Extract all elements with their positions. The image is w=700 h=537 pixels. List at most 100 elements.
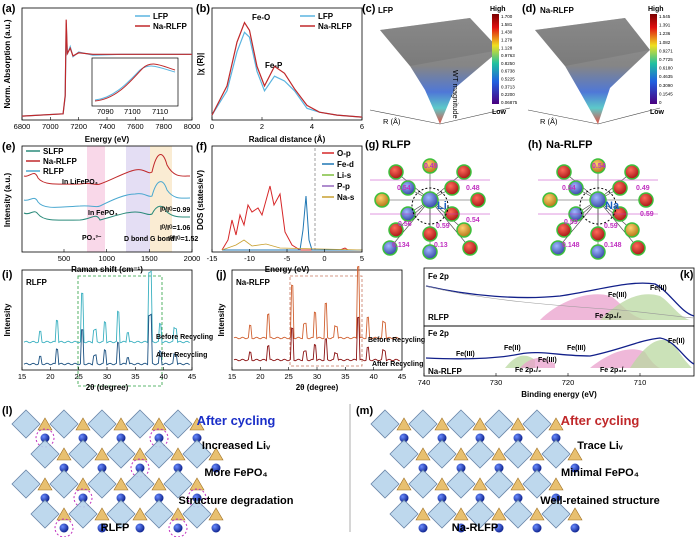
k-bot-fe2p12: Fe 2p₁/₂	[515, 367, 541, 374]
legend-e: SLFP Na-RLFP RLFP	[26, 147, 77, 176]
k-tick-label: 710	[634, 378, 647, 387]
m-tetrahedron	[472, 477, 488, 491]
l-octahedron	[30, 439, 60, 469]
y-axis-label-b: |χ (R)|	[196, 53, 205, 75]
d-colorbar-tick: 0.3090	[659, 83, 673, 88]
colorbar-c	[492, 14, 499, 104]
m-tetrahedron	[472, 417, 488, 431]
h-atom	[556, 222, 572, 238]
m-tetrahedron	[396, 477, 412, 491]
panel-label-e: (e)	[2, 141, 16, 153]
m-octahedron	[503, 439, 533, 469]
k-tick-label: 730	[490, 378, 503, 387]
highlight-box-j	[289, 275, 363, 367]
y-axis-label-i: Intensity	[3, 303, 12, 336]
l-octahedron	[49, 409, 79, 439]
highlight-d-band	[126, 146, 150, 252]
xrd-title-j: Na-RLFP	[236, 278, 270, 287]
plot-frame-e	[21, 145, 193, 253]
a-tick-label: 7400	[99, 122, 116, 131]
plot-frame-k-bottom	[423, 325, 695, 377]
g-atom	[374, 192, 390, 208]
panel-l: (l) After cycling Increased Liᵥ More FeP…	[2, 405, 294, 537]
d-colorbar-tick: 0.6180	[659, 66, 673, 71]
legend-na-s: Na-s	[337, 193, 355, 202]
m-tetrahedron	[434, 417, 450, 431]
legend-e-na-rlfp: Na-RLFP	[43, 157, 77, 166]
c-colorbar-tick: 0.2200	[501, 92, 515, 97]
c-colorbar-tick: 0.5225	[501, 77, 515, 82]
d-colorbar-tick: 0	[659, 100, 662, 105]
l-li-ball	[78, 433, 88, 443]
j-tick-label: 30	[313, 372, 321, 381]
panel-j: (j) Na-RLFP Before Recycling After Recyc…	[216, 265, 425, 392]
m-li-ball	[532, 523, 542, 533]
k-top-sample: RLFP	[428, 313, 450, 322]
l-tetrahedron	[132, 507, 148, 521]
panel-label-m: (m)	[356, 405, 373, 417]
surface-title-c: LFP	[378, 6, 394, 15]
panel-e: (e) SLFP Na-RLFP RLFP In LiFePO₄ In FePO…	[2, 141, 200, 274]
a-tick-label: 6800	[14, 122, 31, 131]
dist-g-7: 0.134	[392, 242, 410, 249]
panel-g: (g) RLFP Li 0.49 0.54 0.56 0.48 0.54 0.5…	[365, 139, 490, 260]
h-bond	[597, 199, 639, 249]
m-li-ball	[437, 493, 447, 503]
i-tick-label: 45	[188, 372, 196, 381]
surface-r-label-d: R (Å)	[540, 117, 558, 126]
panel-label-c: (c)	[362, 3, 376, 15]
lattice-l	[11, 409, 224, 537]
c-colorbar-tick: 1.581	[501, 22, 513, 27]
xrd-line-after-i	[23, 313, 190, 366]
x-ticks-i: 15 20 25 30 35 40 45	[18, 367, 196, 381]
l-li-ball	[192, 433, 202, 443]
m-octahedron	[427, 439, 457, 469]
f-tick-label: 0	[322, 254, 326, 263]
g-atom	[444, 180, 460, 196]
l-octahedron	[182, 439, 212, 469]
g-bond	[389, 199, 431, 249]
panel-c: (c) LFP WT magnitude R (Å) High 1.700 1.5…	[362, 3, 518, 126]
x-ticks-b: 0 2 4 6	[210, 117, 364, 131]
l-tetrahedron	[37, 417, 53, 431]
x-ticks-f: -15 -10 -5 0 5	[207, 249, 364, 263]
l-vacancy	[187, 488, 207, 508]
dist-h-3: 0.59	[564, 219, 578, 226]
d-colorbar-tick: 1.082	[659, 40, 671, 45]
e-tick-label: 500	[58, 254, 71, 263]
m-li-ball	[437, 433, 447, 443]
x-axis-label-b: Radical distance (Å)	[249, 135, 326, 144]
m-octahedron	[522, 469, 552, 499]
h-atom	[624, 164, 640, 180]
series-line-b-na-rlfp	[211, 21, 363, 118]
m-octahedron	[446, 409, 476, 439]
g-atom	[456, 222, 472, 238]
xps-peak-bot-2	[520, 358, 555, 368]
panel-label-a: (a)	[2, 3, 16, 15]
highlight-box-i	[77, 275, 163, 387]
l-li-ball	[97, 523, 107, 533]
i-tick-label: 40	[159, 372, 167, 381]
highlight-g-band	[150, 146, 172, 252]
m-tetrahedron	[453, 507, 469, 521]
m-tetrahedron	[415, 507, 431, 521]
dist-h-1: 0.54	[592, 163, 606, 170]
panel-label-d: (d)	[522, 3, 536, 15]
m-tetrahedron	[510, 417, 526, 431]
item-l-2: More FePO₄	[204, 467, 267, 479]
item-m-2: Minimal FePO₄	[561, 467, 639, 479]
m-li-ball	[418, 463, 428, 473]
g-atom	[400, 180, 416, 196]
panel-label-i: (i)	[2, 269, 13, 281]
i-tick-label: 15	[18, 372, 26, 381]
d-colorbar-tick: 0.4635	[659, 74, 673, 79]
panel-label-b: (b)	[196, 3, 210, 15]
dist-h-7: 0.148	[562, 242, 580, 249]
label-after-j: After Recycling	[372, 361, 423, 368]
m-li-ball	[399, 493, 409, 503]
colorbar-high-d: High	[648, 6, 664, 13]
xrd-line-before-j	[233, 265, 400, 340]
k-bot-fe2-b: Fe(II)	[668, 338, 685, 345]
l-octahedron	[144, 499, 174, 529]
a-tick-label: 7200	[70, 122, 87, 131]
